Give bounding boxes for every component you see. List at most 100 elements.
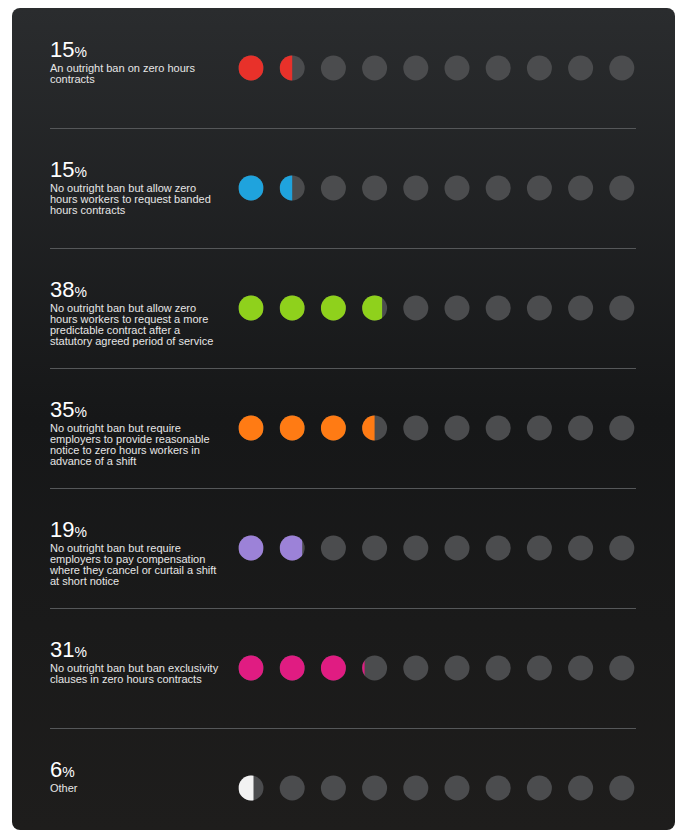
dot-fill (239, 776, 254, 801)
dot-background (527, 416, 552, 441)
dot-background (486, 56, 511, 81)
dot-background (527, 656, 552, 681)
dot-background (609, 176, 634, 201)
category-label: No outright ban but allow zerohours work… (50, 182, 211, 216)
dot-fill (280, 656, 305, 681)
dot-fill (280, 56, 292, 81)
dot-fill (321, 296, 346, 321)
panel-background (12, 8, 675, 830)
dot-background (445, 296, 470, 321)
dot-fill (239, 56, 264, 81)
dot-background (321, 656, 346, 681)
dot-background (239, 296, 264, 321)
dot-background (321, 296, 346, 321)
value-number: 15 (50, 37, 74, 62)
dot-background (403, 296, 428, 321)
label-line: at short notice (50, 575, 119, 587)
dot-background (445, 536, 470, 561)
dot-background (280, 416, 305, 441)
value-label: 15% (50, 157, 87, 182)
dot-fill (239, 536, 264, 561)
label-line: clauses in zero hours contracts (50, 673, 202, 685)
dot-fill (362, 656, 364, 681)
dot-background (445, 176, 470, 201)
row-separator (50, 608, 636, 609)
dot-fill (321, 656, 346, 681)
dot-background (239, 536, 264, 561)
label-line: hours contracts (50, 204, 126, 216)
dot-background (568, 776, 593, 801)
value-unit: % (74, 44, 86, 60)
row-separator (50, 368, 636, 369)
dot-background (568, 656, 593, 681)
dot-fill (280, 176, 292, 201)
dot-background (486, 776, 511, 801)
dot-background (321, 56, 346, 81)
label-line: advance of a shift (50, 455, 136, 467)
dot-background (239, 416, 264, 441)
dot-background (403, 776, 428, 801)
dot-fill (362, 416, 374, 441)
value-label: 15% (50, 37, 87, 62)
dot-background (280, 176, 305, 201)
label-line: statutory agreed period of service (50, 335, 213, 347)
label-line: contracts (50, 73, 95, 85)
dot-background (280, 296, 305, 321)
dot-background (280, 536, 305, 561)
value-label: 19% (50, 517, 87, 542)
dot-background (321, 416, 346, 441)
category-label: No outright ban but ban exclusivityclaus… (50, 662, 219, 685)
row-separator (50, 488, 636, 489)
separators (50, 129, 636, 729)
value-unit: % (62, 764, 74, 780)
value-number: 19 (50, 517, 74, 542)
dot-background (280, 776, 305, 801)
dot-background (239, 56, 264, 81)
value-unit: % (74, 164, 86, 180)
value-number: 35 (50, 397, 74, 422)
category-label: An outright ban on zero hourscontracts (50, 62, 195, 85)
dot-background (445, 416, 470, 441)
dot-background (609, 416, 634, 441)
dot-background (527, 176, 552, 201)
row-separator (50, 728, 636, 729)
value-unit: % (74, 284, 86, 300)
value-label: 38% (50, 277, 87, 302)
dot-fill (280, 536, 302, 561)
dot-background (239, 656, 264, 681)
dot-background (362, 176, 387, 201)
dot-background (403, 176, 428, 201)
texts: 15%An outright ban on zero hourscontract… (49, 37, 219, 794)
row-separator (50, 248, 636, 249)
dot-background (568, 536, 593, 561)
value-number: 38 (50, 277, 74, 302)
value-unit: % (74, 524, 86, 540)
dot-background (239, 176, 264, 201)
dot-background (609, 536, 634, 561)
value-label: 31% (50, 637, 87, 662)
dot-background (280, 656, 305, 681)
dot-fill (239, 296, 264, 321)
dot-background (486, 176, 511, 201)
value-unit: % (74, 404, 86, 420)
value-label: 35% (50, 397, 87, 422)
dot-background (486, 536, 511, 561)
dot-background (403, 656, 428, 681)
dot-fill (239, 656, 264, 681)
value-number: 15 (50, 157, 74, 182)
dot-background (609, 56, 634, 81)
dot-fill (239, 176, 264, 201)
dot-background (403, 416, 428, 441)
dot-fill (280, 416, 305, 441)
dot-background (527, 776, 552, 801)
dot-background (321, 176, 346, 201)
dot-background (403, 56, 428, 81)
chart: 15%An outright ban on zero hourscontract… (0, 0, 680, 838)
row-separator (50, 128, 636, 129)
dot-background (486, 656, 511, 681)
dot-fill (239, 416, 264, 441)
value-unit: % (74, 644, 86, 660)
dot-background (321, 536, 346, 561)
category-label: Other (50, 782, 78, 794)
dot-background (609, 656, 634, 681)
